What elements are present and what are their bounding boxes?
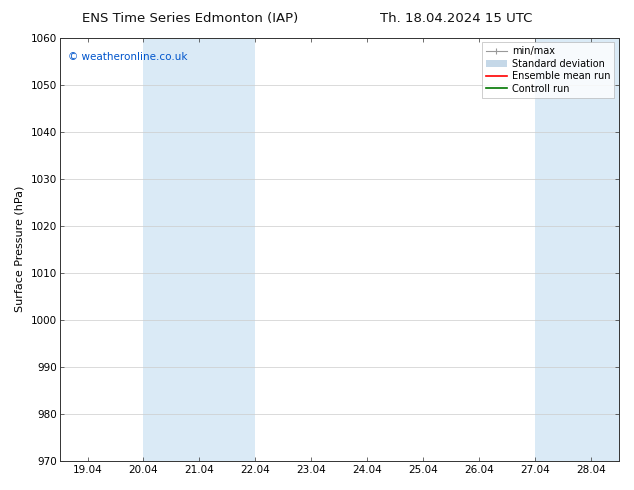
Y-axis label: Surface Pressure (hPa): Surface Pressure (hPa) [15, 186, 25, 313]
Bar [535, 38, 619, 461]
Text: ENS Time Series Edmonton (IAP): ENS Time Series Edmonton (IAP) [82, 12, 299, 25]
Bar [143, 38, 256, 461]
Legend: min/max, Standard deviation, Ensemble mean run, Controll run: min/max, Standard deviation, Ensemble me… [482, 43, 614, 98]
Text: Th. 18.04.2024 15 UTC: Th. 18.04.2024 15 UTC [380, 12, 533, 25]
Text: © weatheronline.co.uk: © weatheronline.co.uk [68, 52, 188, 62]
